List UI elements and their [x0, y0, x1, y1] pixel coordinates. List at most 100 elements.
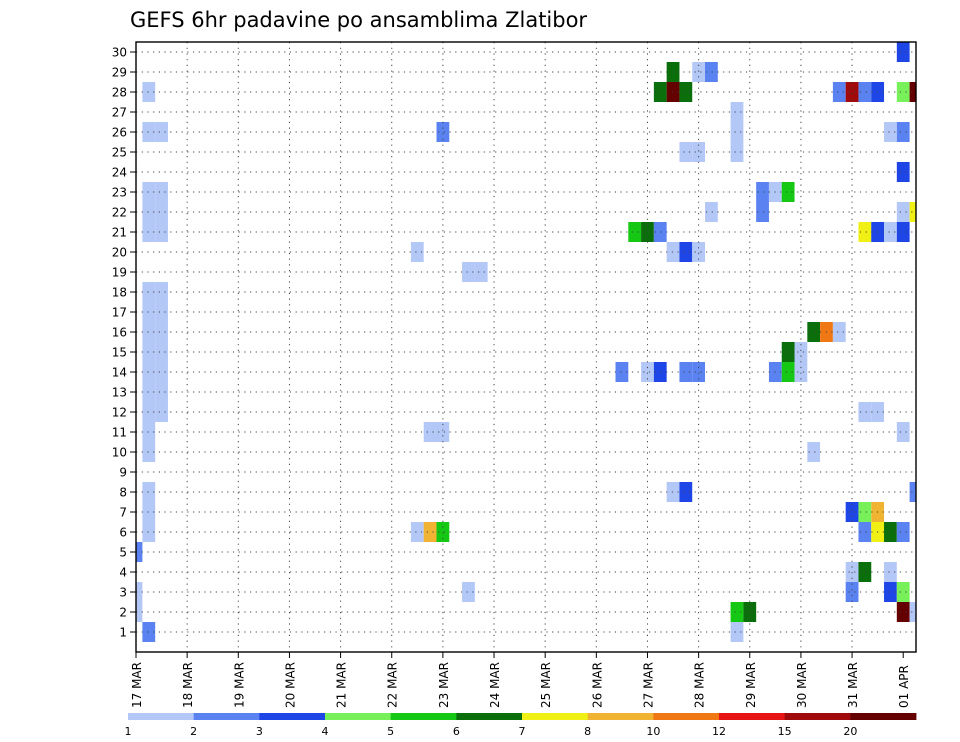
- data-cell: [142, 322, 156, 342]
- y-tick-label: 6: [119, 526, 127, 540]
- data-cell: [884, 122, 897, 142]
- data-cell: [462, 582, 475, 602]
- colorbar-segment: [259, 713, 326, 720]
- colorbar-segment: [653, 713, 720, 720]
- colorbar-label: 12: [712, 725, 726, 738]
- data-cell: [909, 82, 916, 102]
- colorbar-segment: [128, 713, 195, 720]
- data-cell: [884, 562, 897, 582]
- y-tick-label: 9: [119, 466, 127, 480]
- y-tick-label: 14: [112, 366, 127, 380]
- data-cell: [142, 122, 156, 142]
- colorbar-label: 4: [322, 725, 329, 738]
- data-cell: [474, 262, 488, 282]
- data-cell: [410, 522, 424, 542]
- data-cell: [423, 522, 437, 542]
- y-tick-label: 29: [112, 66, 127, 80]
- colorbar-label: 2: [190, 725, 197, 738]
- data-cell: [615, 362, 629, 382]
- colorbar-label: 1: [125, 725, 132, 738]
- data-cell: [909, 602, 916, 622]
- data-cell: [858, 562, 872, 582]
- y-tick-label: 20: [112, 246, 127, 260]
- data-cell: [858, 522, 872, 542]
- colorbar-label: 5: [387, 725, 394, 738]
- data-cell: [666, 242, 680, 262]
- data-cell: [142, 502, 156, 522]
- y-tick-label: 8: [119, 486, 127, 500]
- data-cell: [692, 362, 706, 382]
- data-cell: [909, 482, 916, 502]
- colorbar: 1 2 3 4 5 6 7 8 10 12 15 20: [125, 713, 917, 738]
- data-cell: [142, 622, 156, 642]
- data-cells: [136, 42, 916, 642]
- y-tick-label: 4: [119, 566, 127, 580]
- data-cell: [845, 582, 859, 602]
- x-tick-label: 18 MAR: [181, 662, 195, 708]
- data-cell: [142, 302, 156, 322]
- data-cell: [781, 182, 795, 202]
- data-cell: [136, 602, 143, 622]
- y-tick-label: 18: [112, 286, 127, 300]
- y-tick-label: 15: [112, 346, 127, 360]
- y-tick-label: 17: [112, 306, 127, 320]
- data-cell: [794, 342, 808, 362]
- colorbar-segment: [325, 713, 392, 720]
- x-tick-label: 23 MAR: [437, 662, 451, 708]
- y-tick-label: 5: [119, 546, 127, 560]
- data-cell: [794, 362, 808, 382]
- data-cell: [679, 482, 693, 502]
- data-cell: [781, 362, 795, 382]
- data-cell: [155, 322, 168, 342]
- y-tick-label: 28: [112, 86, 127, 100]
- data-cell: [142, 362, 156, 382]
- x-tick-label: 17 MAR: [130, 662, 144, 708]
- data-cell: [410, 242, 424, 262]
- chart-title: GEFS 6hr padavine po ansamblima Zlatibor: [130, 8, 587, 32]
- y-tick-label: 25: [112, 146, 127, 160]
- y-tick-label: 19: [112, 266, 127, 280]
- data-cell: [730, 622, 744, 642]
- data-cell: [730, 102, 744, 122]
- data-cell: [730, 602, 744, 622]
- colorbar-segment: [719, 713, 786, 720]
- y-tick-label: 2: [119, 606, 127, 620]
- x-axis: 17 MAR 18 MAR 19 MAR 20 MAR 21 MAR 22 MAR 23 M…: [130, 652, 911, 708]
- data-cell: [155, 222, 168, 242]
- data-cell: [155, 362, 168, 382]
- colorbar-label: 3: [256, 725, 263, 738]
- data-cell: [858, 402, 872, 422]
- data-cell: [679, 82, 693, 102]
- data-cell: [832, 322, 846, 342]
- data-cell: [858, 222, 872, 242]
- data-cell: [155, 382, 168, 402]
- grid-lines: [136, 42, 916, 652]
- y-tick-label: 16: [112, 326, 127, 340]
- colorbar-label: 10: [646, 725, 660, 738]
- colorbar-segment: [522, 713, 589, 720]
- data-cell: [666, 62, 680, 82]
- data-cell: [807, 442, 821, 462]
- data-cell: [845, 502, 859, 522]
- colorbar-label: 8: [584, 725, 591, 738]
- y-tick-label: 3: [119, 586, 127, 600]
- data-cell: [679, 362, 693, 382]
- y-tick-label: 22: [112, 206, 127, 220]
- data-cell: [653, 82, 667, 102]
- data-cell: [641, 222, 654, 242]
- x-tick-label: 22 MAR: [386, 662, 400, 708]
- data-cell: [692, 142, 706, 162]
- data-cell: [730, 142, 744, 162]
- data-cell: [896, 522, 910, 542]
- data-cell: [155, 302, 168, 322]
- data-cell: [692, 62, 706, 82]
- data-cell: [142, 202, 156, 222]
- y-tick-label: 24: [112, 166, 127, 180]
- colorbar-label: 6: [453, 725, 460, 738]
- x-tick-label: 26 MAR: [590, 662, 604, 708]
- data-cell: [155, 202, 168, 222]
- y-tick-label: 12: [112, 406, 127, 420]
- data-cell: [896, 202, 910, 222]
- data-cell: [142, 522, 156, 542]
